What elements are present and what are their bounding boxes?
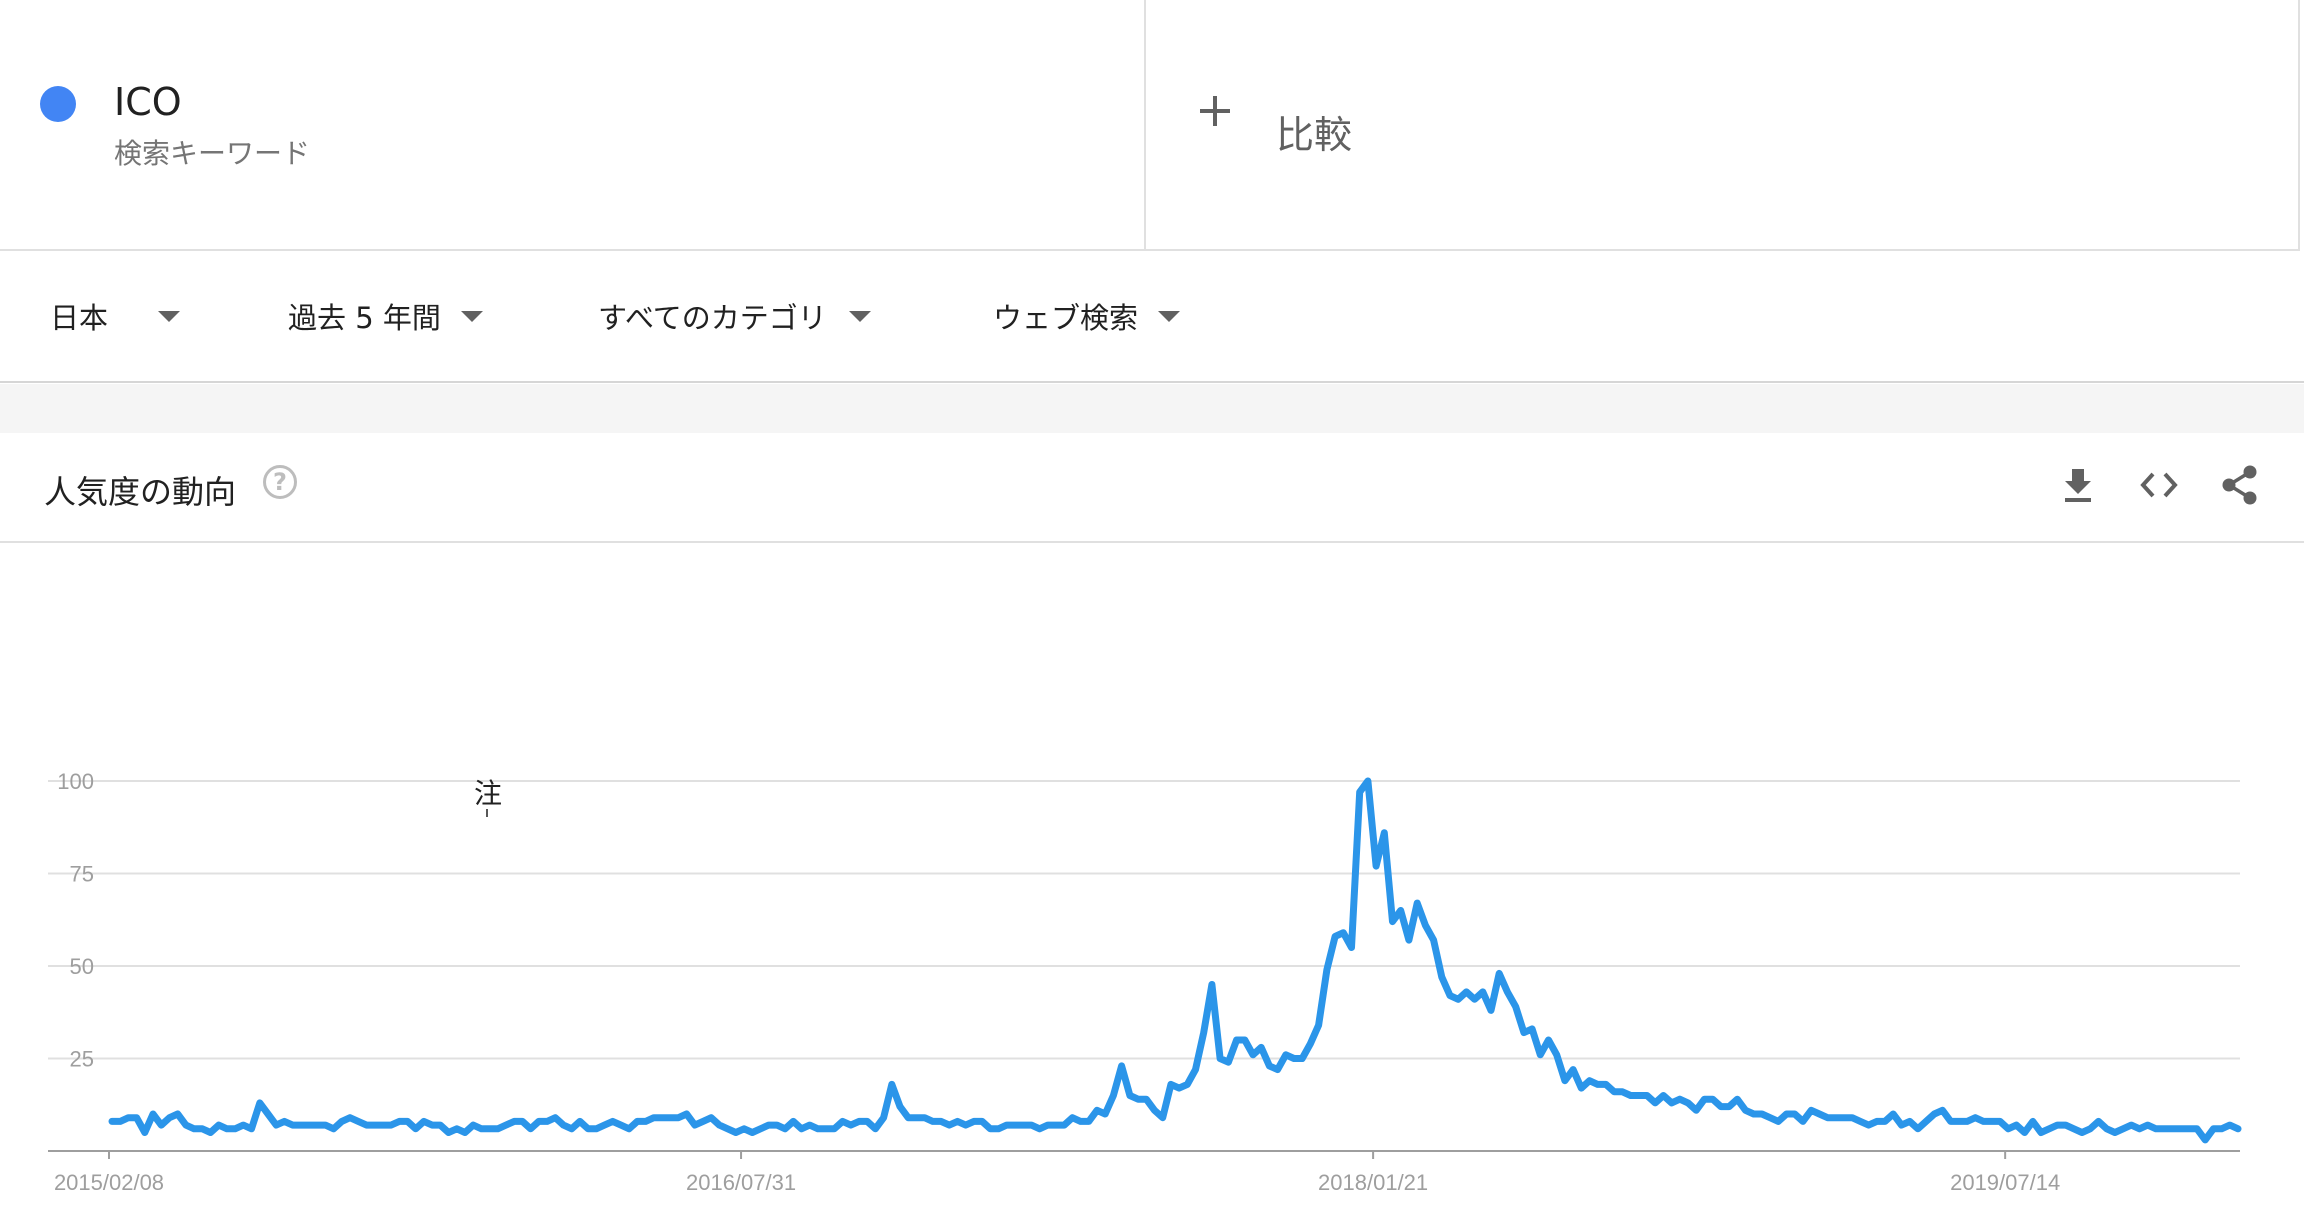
keyword-type-label: 検索キーワード xyxy=(114,137,311,170)
category-filter-label: すべてのカテゴリ xyxy=(598,301,827,335)
trend-line-chart: 100 75 50 25 2015/02/08 2016/07/31 2018/01/21… xyxy=(48,769,2242,1195)
help-icon[interactable]: ? xyxy=(263,465,297,499)
dropdown-arrow-icon xyxy=(158,310,181,322)
x-axis: 2015/02/08 2016/07/31 2018/01/21 2019/07/14 xyxy=(54,1151,2060,1195)
x-tick-label: 2018/01/21 xyxy=(1318,1170,1428,1195)
time-range-filter[interactable]: 過去 5 年間 xyxy=(288,295,483,337)
chart-grid xyxy=(48,780,2240,1152)
keyword-card[interactable]: ICO 検索キーワード xyxy=(0,0,1146,251)
series-layer xyxy=(108,777,2242,1144)
y-tick-label: 25 xyxy=(70,1047,94,1072)
series-color-dot xyxy=(40,86,76,122)
dropdown-arrow-icon xyxy=(1158,310,1181,322)
y-tick-label: 75 xyxy=(70,862,94,887)
region-filter-label: 日本 xyxy=(50,301,109,335)
compare-label: 比較 xyxy=(1276,113,1353,157)
x-tick-label: 2016/07/31 xyxy=(686,1170,796,1195)
time-range-filter-label: 過去 5 年間 xyxy=(288,301,441,335)
series-line-ico xyxy=(108,777,2242,1144)
x-tick-label: 2015/02/08 xyxy=(54,1170,164,1195)
plus-icon xyxy=(1200,96,1230,126)
share-icon[interactable] xyxy=(2218,463,2262,507)
dropdown-arrow-icon xyxy=(460,310,483,322)
compare-button[interactable]: 比較 xyxy=(1146,0,2300,251)
card-header: 人気度の動向 ? xyxy=(0,433,2304,543)
search-type-filter[interactable]: ウェブ検索 xyxy=(993,295,1181,337)
y-tick-label: 50 xyxy=(70,954,94,979)
y-tick-label: 100 xyxy=(57,769,94,794)
card-title: 人気度の動向 xyxy=(44,473,237,511)
keyword-term[interactable]: ICO xyxy=(114,80,182,124)
region-filter[interactable]: 日本 xyxy=(50,295,181,337)
search-header: ICO 検索キーワード 比較 日本 過去 5 年間 すべてのカテゴリ ウェブ検索 xyxy=(0,0,2304,384)
category-filter[interactable]: すべてのカテゴリ xyxy=(598,295,871,337)
x-tick-label: 2019/07/14 xyxy=(1950,1170,2060,1195)
download-icon[interactable] xyxy=(2056,463,2100,507)
y-axis: 100 75 50 25 xyxy=(57,769,94,1072)
note-marker[interactable]: 注 xyxy=(474,778,502,809)
dropdown-arrow-icon xyxy=(848,310,871,322)
embed-code-icon[interactable] xyxy=(2137,463,2181,507)
search-type-filter-label: ウェブ検索 xyxy=(993,301,1139,335)
filter-bar: 日本 過去 5 年間 すべてのカテゴリ ウェブ検索 xyxy=(0,253,2304,383)
interest-over-time-card: 人気度の動向 ? 100 75 50 25 2015/02/08 2016/07/31 2… xyxy=(0,433,2304,1218)
